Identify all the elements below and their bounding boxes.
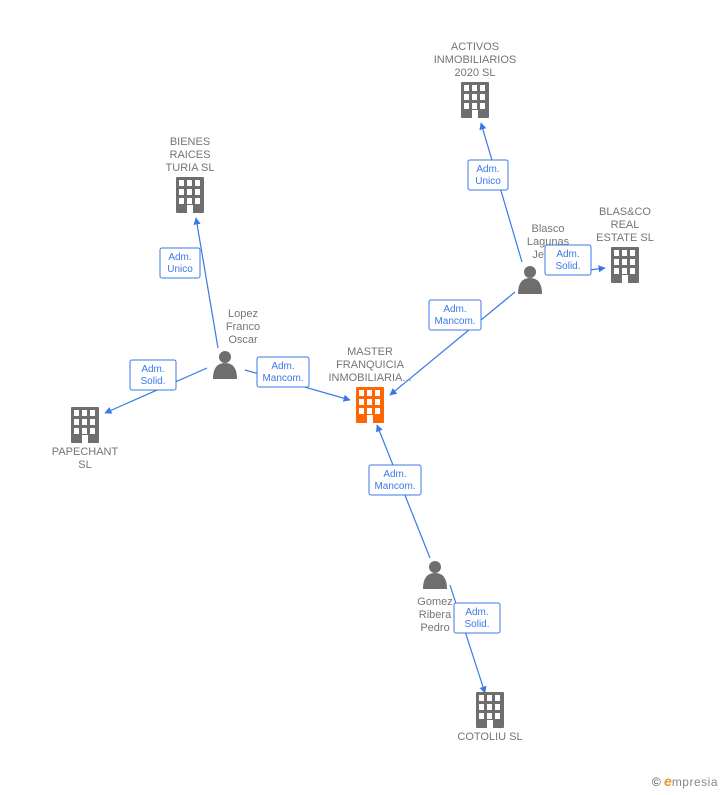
- svg-text:Mancom.: Mancom.: [374, 481, 415, 492]
- node-label: INMOBILIARIA...: [328, 372, 411, 384]
- svg-text:Adm.: Adm.: [476, 164, 499, 175]
- edge-label-blasco-activos: Adm.Unico: [468, 160, 508, 190]
- node-label: Gomez: [417, 596, 452, 608]
- node-label: Blasco: [531, 223, 564, 235]
- edge-label-blasco-master: Adm.Mancom.: [429, 300, 481, 330]
- svg-text:Adm.: Adm.: [168, 252, 191, 263]
- company-node-cotoliu[interactable]: COTOLIU SL: [457, 692, 522, 743]
- company-node-blasco_re[interactable]: BLAS&COREALESTATE SL: [596, 206, 654, 283]
- svg-text:Adm.: Adm.: [271, 361, 294, 372]
- brand-rest: mpresia: [672, 775, 718, 789]
- edge-label-lopez-papechant: Adm.Solid.: [130, 360, 176, 390]
- edge-blasco-activos: [481, 123, 522, 262]
- node-label: COTOLIU SL: [457, 731, 522, 743]
- edge-label-blasco-blasco_re: Adm.Solid.: [545, 245, 591, 275]
- node-label: TURIA SL: [166, 162, 215, 174]
- svg-text:Solid.: Solid.: [464, 619, 489, 630]
- svg-text:Adm.: Adm.: [383, 469, 406, 480]
- node-label: RAICES: [170, 149, 211, 161]
- svg-text:Adm.: Adm.: [141, 364, 164, 375]
- company-node-papechant[interactable]: PAPECHANTSL: [52, 407, 119, 471]
- node-label: Lopez: [228, 308, 258, 320]
- company-node-bienes[interactable]: BIENESRAICESTURIA SL: [166, 136, 215, 213]
- svg-text:Mancom.: Mancom.: [434, 316, 475, 327]
- edge-label-lopez-master: Adm.Mancom.: [257, 357, 309, 387]
- node-label: SL: [78, 459, 91, 471]
- node-label: ACTIVOS: [451, 41, 499, 53]
- node-label: 2020 SL: [455, 67, 496, 79]
- node-label: REAL: [611, 219, 640, 231]
- node-label: INMOBILIARIOS: [434, 54, 517, 66]
- copyright-symbol: ©: [652, 775, 661, 789]
- company-node-activos[interactable]: ACTIVOSINMOBILIARIOS2020 SL: [434, 41, 517, 118]
- svg-text:Solid.: Solid.: [140, 376, 165, 387]
- edge-lopez-bienes: [196, 218, 218, 348]
- node-label: Oscar: [228, 334, 258, 346]
- node-label: MASTER: [347, 346, 393, 358]
- node-label: PAPECHANT: [52, 446, 119, 458]
- network-diagram: BIENESRAICESTURIA SL ACTIVOSINMOBILIARIOS…: [0, 0, 728, 795]
- edge-gomez-cotoliu: [450, 585, 485, 693]
- svg-text:Unico: Unico: [167, 264, 193, 275]
- svg-text:Solid.: Solid.: [555, 261, 580, 272]
- svg-text:Adm.: Adm.: [465, 607, 488, 618]
- node-label: ESTATE SL: [596, 232, 654, 244]
- person-node-gomez[interactable]: GomezRiberaPedro: [417, 561, 452, 634]
- edge-label-gomez-master: Adm.Mancom.: [369, 465, 421, 495]
- node-label: Ribera: [419, 609, 452, 621]
- company-node-master[interactable]: MASTERFRANQUICIAINMOBILIARIA...: [328, 346, 411, 423]
- footer-credit: © empresia: [652, 773, 718, 789]
- node-label: Pedro: [420, 622, 449, 634]
- node-label: BIENES: [170, 136, 210, 148]
- node-label: FRANQUICIA: [336, 359, 405, 371]
- brand-e: e: [664, 773, 672, 789]
- person-node-lopez[interactable]: LopezFrancoOscar: [213, 308, 260, 379]
- svg-text:Unico: Unico: [475, 176, 501, 187]
- svg-text:Adm.: Adm.: [443, 304, 466, 315]
- node-label: Franco: [226, 321, 260, 333]
- svg-text:Mancom.: Mancom.: [262, 373, 303, 384]
- svg-text:Adm.: Adm.: [556, 249, 579, 260]
- edge-label-gomez-cotoliu: Adm.Solid.: [454, 603, 500, 633]
- edge-label-lopez-bienes: Adm.Unico: [160, 248, 200, 278]
- node-label: BLAS&CO: [599, 206, 651, 218]
